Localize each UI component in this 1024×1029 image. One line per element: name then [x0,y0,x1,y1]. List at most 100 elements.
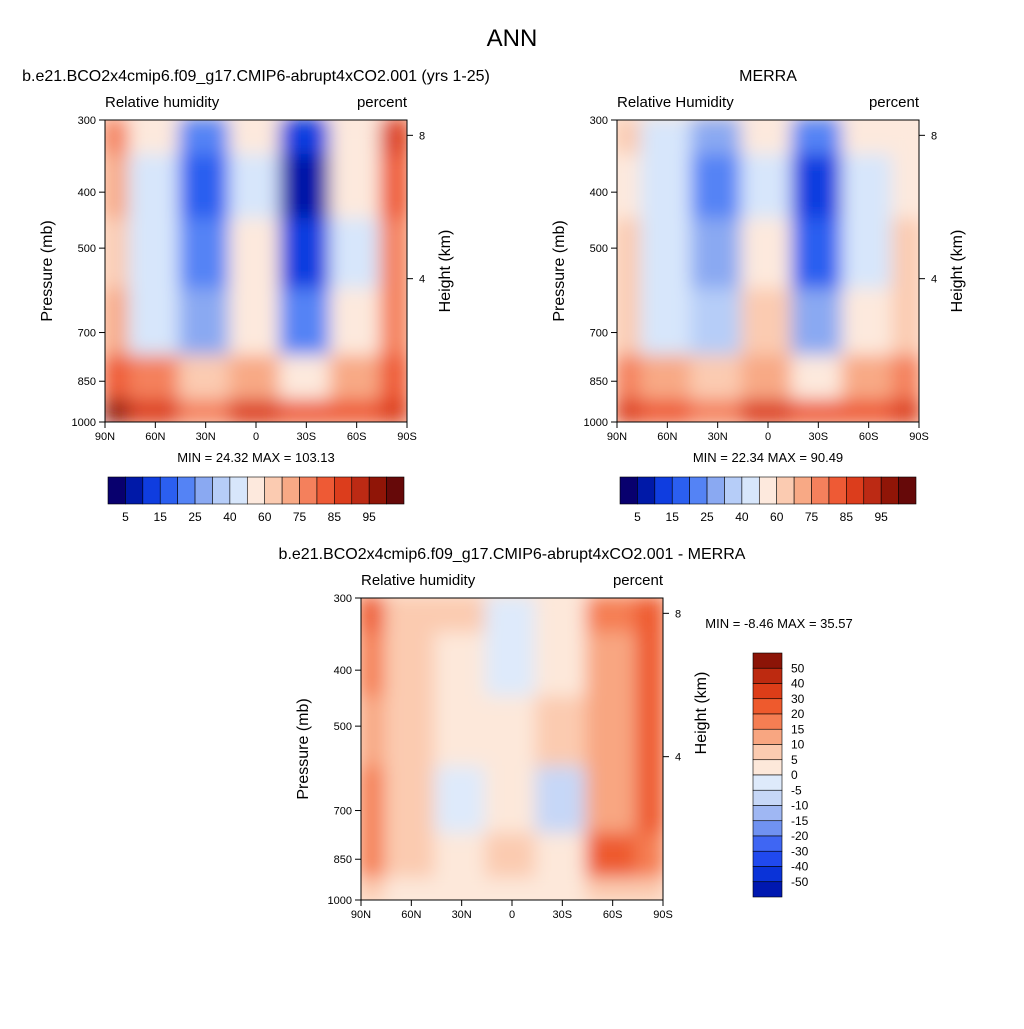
y-tick-label: 300 [334,593,352,605]
colorbar-swatch [741,476,760,505]
variable-label: Relative Humidity [617,94,734,111]
data-cell [379,120,407,159]
data-cell [228,399,284,422]
y-ticks: 300 400 500 700 850 1000 [584,115,617,429]
colorbar: 5 15 25 40 60 75 85 95 [107,476,405,524]
x-tick-label: 30S [297,431,317,443]
data-cell [585,632,640,701]
height-ticks: 84 [663,608,681,764]
data-cell [740,399,796,422]
y-axis-label: Pressure (mb) [295,698,312,799]
data-cell [635,696,663,771]
data-cell [635,632,663,701]
data-cell [635,832,663,882]
data-cell [791,218,846,293]
colorbar-label: -20 [791,829,809,843]
x-tick-label: 0 [509,909,515,921]
y2-axis-label: Height (km) [693,672,710,755]
data-cell [361,696,389,771]
field-cells [105,120,407,422]
data-cell [279,288,334,359]
colorbar-swatch [159,476,178,505]
data-cell [891,288,919,359]
colorbar-swatch [246,476,266,505]
data-cell [361,598,389,637]
y-tick-label: 700 [334,806,352,818]
data-cell [791,120,846,159]
height-tick-label: 8 [675,608,681,620]
min-max-stats: MIN = -8.46 MAX = 35.57 [705,616,852,631]
data-cell [105,354,133,404]
colorbar-swatch [334,476,353,505]
colorbar-swatch [386,476,405,505]
data-cell [690,154,745,223]
colorbar-label: -10 [791,799,809,813]
data-cell [617,154,645,223]
data-cell [585,598,640,637]
colorbar-label: 0 [791,768,798,782]
data-cell [585,766,640,837]
data-cell [434,766,489,837]
data-cell [617,218,645,293]
data-cell [585,877,640,900]
data-cell [841,288,896,359]
data-cell [329,120,384,159]
x-tick-label: 60N [145,431,165,443]
data-cell [484,877,540,900]
colorbar-swatch [752,881,783,898]
panel-title: MERRA [739,68,797,85]
colorbar-label: 5 [122,510,129,524]
data-cell [361,632,389,701]
contour-field [105,120,407,422]
data-cell [635,598,663,637]
colorbar-swatch [689,476,708,505]
data-cell [178,288,233,359]
colorbar-swatch [758,476,778,505]
data-cell [279,120,334,159]
colorbar: 5 15 25 40 60 75 85 95 [619,476,917,524]
variable-label: Relative humidity [105,94,220,111]
data-cell [329,288,384,359]
y-tick-label: 700 [590,328,608,340]
colorbar-swatch [637,476,656,505]
data-cell [484,696,540,771]
x-tick-label: 30N [196,431,216,443]
colorbar-swatch [752,698,783,715]
y-ticks: 300 400 500 700 850 1000 [72,115,105,429]
data-cell [585,832,640,882]
colorbar-swatch [212,476,231,505]
x-tick-label: 30S [553,909,573,921]
data-cell [640,399,695,422]
data-cell [617,120,645,159]
x-tick-label: 90N [351,909,371,921]
colorbar-swatch [299,476,318,505]
colorbar-label: 5 [634,510,641,524]
data-cell [361,766,389,837]
data-cell [228,154,284,223]
data-cell [740,218,796,293]
colorbar-label: 60 [770,510,784,524]
data-cell [791,288,846,359]
data-cell [105,218,133,293]
height-tick-label: 8 [931,130,937,142]
colorbar-swatch [828,476,847,505]
field-cells [361,598,663,900]
colorbar-label: 85 [840,510,854,524]
colorbar-label: 95 [874,510,888,524]
colorbar-swatch [752,820,783,837]
y-ticks: 300 400 500 700 850 1000 [328,593,361,907]
units-label: percent [869,94,920,111]
data-cell [841,120,896,159]
colorbar-label: 15 [791,722,805,736]
data-cell [329,154,384,223]
colorbar-label: -15 [791,814,809,828]
x-tick-label: 60N [657,431,677,443]
y-tick-label: 700 [78,328,96,340]
data-cell [384,598,439,637]
data-cell [635,766,663,837]
data-cell [484,766,540,837]
data-cell [105,288,133,359]
colorbar-swatch [142,476,161,505]
colorbar-swatch [811,476,830,505]
